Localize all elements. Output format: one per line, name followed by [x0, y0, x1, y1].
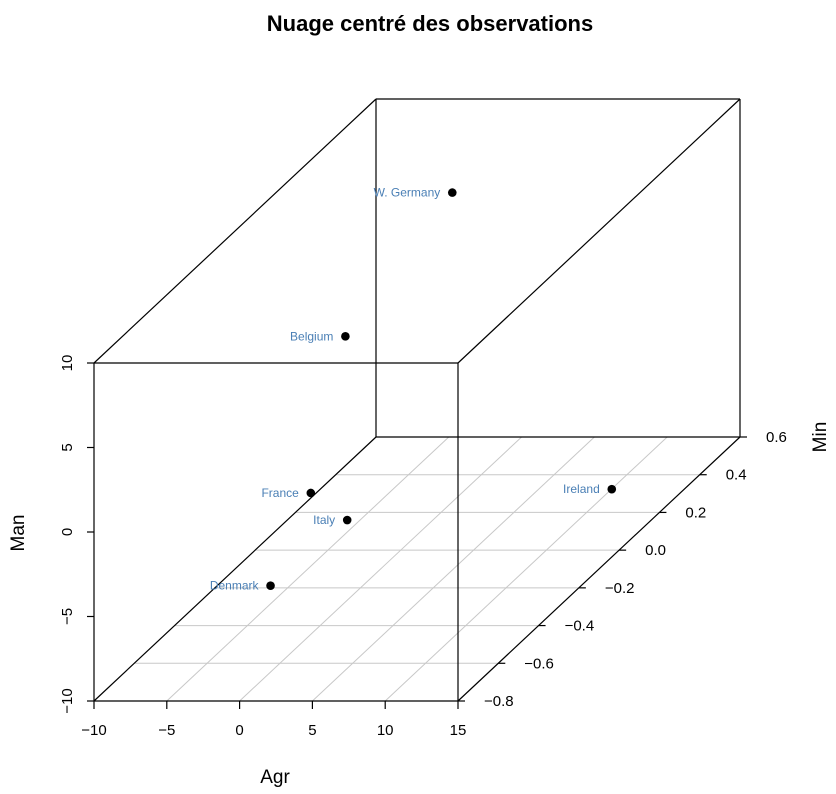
box-edge: [457, 436, 741, 702]
data-point: [607, 484, 617, 494]
data-points: W. Germany Belgium France Italy Ireland Denma…: [210, 186, 617, 593]
x-tick-label: −10: [81, 722, 106, 739]
data-point-label: France: [261, 486, 299, 500]
grid-line-x: [239, 436, 522, 702]
data-point-label: Italy: [313, 513, 335, 527]
x-tick-label: 0: [235, 722, 243, 739]
grid-line-x: [384, 436, 668, 702]
chart-title: Nuage centré des observations: [267, 11, 593, 36]
data-point: [266, 581, 275, 591]
y-tick-label: −0.6: [524, 655, 554, 672]
data-point-label: Denmark: [210, 579, 260, 593]
z-tick-label: 0: [59, 528, 76, 536]
y-tick-label: 0.0: [645, 542, 666, 559]
y-axis-label: Min: [810, 422, 831, 453]
z-axis-label: Man: [8, 515, 29, 552]
z-tick-label: 10: [59, 355, 76, 372]
grid-line-x: [312, 436, 595, 702]
y-tick-label: −0.2: [605, 580, 635, 597]
data-point: [342, 515, 352, 525]
x-tick-label: 10: [377, 722, 394, 739]
y-tick-label: −0.8: [484, 693, 514, 710]
data-point: [306, 488, 316, 498]
box-edge: [93, 436, 377, 702]
data-point: [447, 188, 457, 197]
y-tick-label: 0.2: [685, 504, 706, 521]
x-axis-label: Agr: [260, 767, 290, 788]
x-tick-label: −5: [158, 722, 175, 739]
box-edge: [93, 98, 377, 364]
z-tick-label: −5: [59, 608, 76, 625]
bottom-grid: [134, 436, 700, 702]
data-point-label: Belgium: [290, 329, 333, 343]
grid-line-x: [166, 436, 450, 702]
x-tick-label: 5: [308, 722, 316, 739]
y-tick-label: 0.4: [726, 467, 747, 484]
z-tick-label: 5: [59, 443, 76, 451]
y-tick-label: 0.6: [766, 429, 787, 446]
y-tick-label: −0.4: [565, 618, 595, 635]
data-point-label: Ireland: [563, 482, 600, 496]
z-tick-label: −10: [59, 688, 76, 713]
box-edge: [457, 98, 741, 364]
axis-ticks: −10 −5 0 5 10 15 −0.8 −0.6 −0.4 −0.2 0.0 0.2 0.4 0.6 −…: [59, 355, 787, 739]
data-point: [341, 332, 350, 341]
x-tick-label: 15: [450, 722, 467, 739]
data-point-label: W. Germany: [374, 186, 441, 200]
